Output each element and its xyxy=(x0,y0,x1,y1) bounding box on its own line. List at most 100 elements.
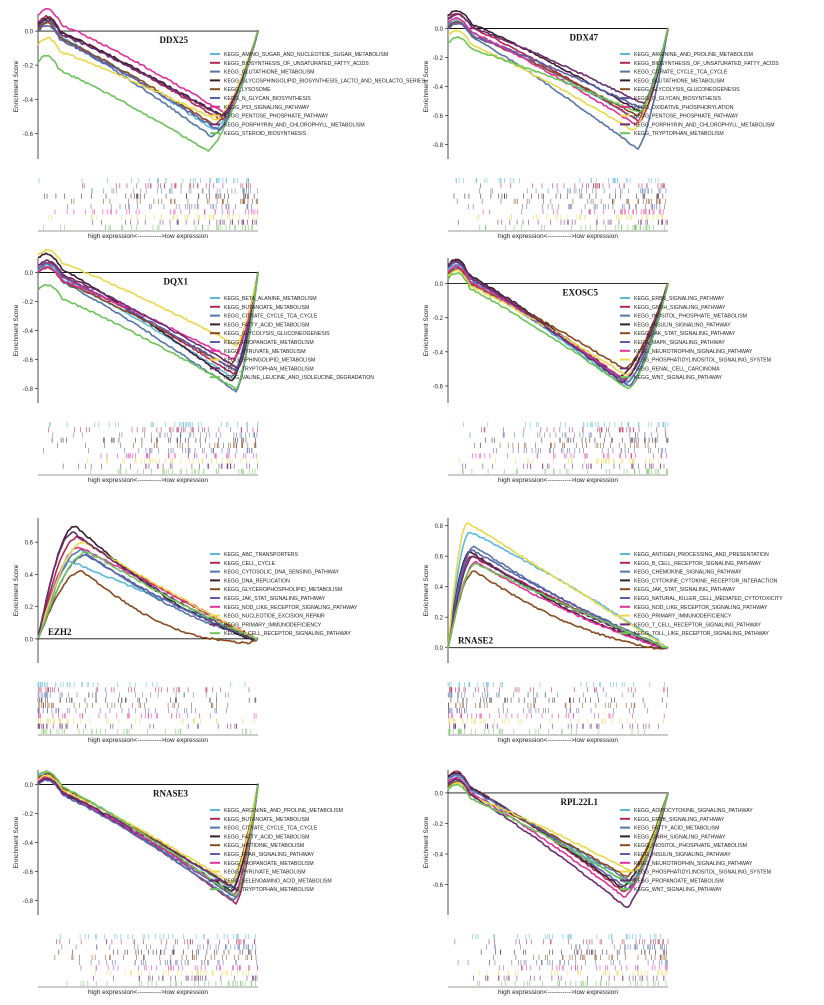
y-tick-label: 0.6 xyxy=(435,555,444,561)
legend-label: KEGG_FATTY_ACID_METABOLISM xyxy=(634,826,719,832)
es-curve xyxy=(37,18,259,118)
y-axis-label: Enrichment Score xyxy=(13,60,20,112)
legend-label: KEGG_BETA_ALANINE_METABOLISM xyxy=(224,296,317,302)
y-axis-label: Enrichment Score xyxy=(423,564,430,616)
y-tick-label: -0.6 xyxy=(433,384,444,390)
legend-label: KEGG_GLYCOSPHINGOLIPID_BIOSYNTHESIS_LACT… xyxy=(224,78,425,84)
y-axis-label: Enrichment Score xyxy=(423,816,430,868)
legend-label: KEGG_JAK_STAT_SIGNALING_PATHWAY xyxy=(634,331,736,337)
y-tick-label: -0.2 xyxy=(23,812,34,818)
x-axis-label: high expression<----------->low expressi… xyxy=(498,989,618,996)
y-tick-label: -0.4 xyxy=(433,85,444,91)
legend-label: KEGG_HISTIDINE_METABOLISM xyxy=(224,843,304,849)
legend-label: KEGG_TRYPTOPHAN_METABOLISM xyxy=(224,887,314,893)
legend-label: KEGG_OXIDATIVE_PHOSPHORYLATION xyxy=(634,105,734,111)
es-curve xyxy=(447,10,669,114)
es-curve xyxy=(37,541,259,641)
legend-label: KEGG_ARGININE_AND_PROLINE_METABOLISM xyxy=(634,52,753,58)
y-tick-label: -0.4 xyxy=(23,841,34,847)
y-tick-label: 0.8 xyxy=(435,524,444,530)
legend-label: KEGG_PHOSPHATIDYLINOSITOL_SIGNALING_SYST… xyxy=(634,358,771,364)
es-curve xyxy=(447,28,669,113)
panel-dqx1: 0.0 -0.2 -0.4 -0.6 -0.8 Enrichment Score DQX1 K… xyxy=(13,248,374,484)
y-tick-label: -0.2 xyxy=(433,822,444,828)
gene-label: RPL22L1 xyxy=(560,797,598,807)
es-curve xyxy=(37,553,259,640)
y-tick-label: 0.4 xyxy=(435,585,444,591)
es-curve xyxy=(447,27,669,131)
legend-label: KEGG_PROPANOATE_METABOLISM xyxy=(634,878,724,884)
legend-label: KEGG_SELENOAMINO_ACID_METABOLISM xyxy=(224,878,332,884)
legend-label: KEGG_JAK_STAT_SIGNALING_PATHWAY xyxy=(634,587,736,593)
legend-label: KEGG_AMINO_SUGAR_AND_NUCLEOTIDE_SUGAR_ME… xyxy=(224,52,388,58)
legend-label: KEGG_PENTOSE_PHOSPHATE_PATHWAY xyxy=(224,114,329,120)
legend-label: KEGG_BUTANOATE_METABOLISM xyxy=(224,817,309,823)
es-curve xyxy=(447,783,669,886)
legend-label: KEGG_CITRATE_CYCLE_TCA_CYCLE xyxy=(224,314,318,320)
legend-label: KEGG_GLYCOLYSIS_GLUCONEOGENESIS xyxy=(634,87,740,93)
panel-rnase2: 0.0 0.2 0.4 0.6 0.8 Enrichment Score RNASE2 KEG… xyxy=(423,518,783,744)
legend-label: KEGG_PROPANOATE_METABOLISM xyxy=(224,861,314,867)
es-curve xyxy=(37,30,259,152)
es-curve xyxy=(447,781,669,873)
legend-label: KEGG_T_CELL_RECEPTOR_SIGNALING_PATHWAY xyxy=(224,631,351,637)
es-curve xyxy=(37,525,259,641)
legend-label: KEGG_BUTANOATE_METABOLISM xyxy=(224,305,309,311)
y-tick-label: -0.2 xyxy=(23,64,34,70)
legend-label: KEGG_INSULIN_SIGNALING_PATHWAY xyxy=(634,852,731,858)
gene-label: EXOSC5 xyxy=(562,288,598,298)
y-tick-label: -0.6 xyxy=(23,870,34,876)
panel-rpl22l1: 0.0 -0.2 -0.4 -0.6 Enrichment Score RPL22L1 KE… xyxy=(423,770,771,996)
y-tick-label: 0.6 xyxy=(25,541,34,547)
legend-label: KEGG_GLYCEROPHOSPHOLIPID_METABOLISM xyxy=(224,587,342,593)
legend-label: KEGG_PYRUVATE_METABOLISM xyxy=(224,870,306,876)
es-curve xyxy=(37,548,259,641)
legend-label: KEGG_CHEMOKINE_SIGNALING_PATHWAY xyxy=(634,570,742,576)
legend-label: KEGG_GLUTATHIONE_METABOLISM xyxy=(224,70,315,76)
legend-label: KEGG_PHOSPHATIDYLINOSITOL_SIGNALING_SYST… xyxy=(634,870,771,876)
legend-label: KEGG_PRIMARY_IMMUNODEFICIENCY xyxy=(634,614,732,620)
x-axis-label: high expression<----------->low expressi… xyxy=(88,477,208,484)
legend-label: KEGG_BIOSYNTHESIS_OF_UNSATURATED_FATTY_A… xyxy=(634,61,779,67)
legend-label: KEGG_INOSITOL_PHOSPHATE_METABOLISM xyxy=(634,843,747,849)
y-tick-label: 0.0 xyxy=(435,646,444,652)
legend-label: KEGG_PENTOSE_PHOSPHATE_PATHWAY xyxy=(634,114,739,120)
y-tick-label: 0.0 xyxy=(25,271,34,277)
legend-label: KEGG_CYTOSOLIC_DNA_SENSING_PATHWAY xyxy=(224,570,340,576)
y-axis-label: Enrichment Score xyxy=(423,60,430,112)
legend-label: KEGG_RENAL_CELL_CARCINOMA xyxy=(634,366,720,372)
es-curve xyxy=(447,21,669,150)
es-curve xyxy=(447,272,669,390)
y-tick-label: 0.0 xyxy=(25,783,34,789)
y-tick-label: -0.8 xyxy=(433,143,444,149)
es-curve xyxy=(447,773,669,891)
x-axis-label: high expression<----------->low expressi… xyxy=(498,737,618,744)
es-curve xyxy=(447,562,669,649)
y-tick-label: -0.4 xyxy=(433,350,444,356)
y-tick-label: 0.4 xyxy=(25,573,34,579)
es-curve xyxy=(37,262,259,373)
gene-label: DDX25 xyxy=(160,35,189,45)
legend-label: KEGG_B_CELL_RECEPTOR_SIGNALING_PATHWAY xyxy=(634,561,762,567)
legend-label: KEGG_NATURAL_KILLER_CELL_MEDIATED_CYTOTO… xyxy=(634,596,783,602)
legend-label: KEGG_FATTY_ACID_METABOLISM xyxy=(224,834,309,840)
legend-label: KEGG_NOD_LIKE_RECEPTOR_SIGNALING_PATHWAY xyxy=(224,605,358,611)
y-axis-label: Enrichment Score xyxy=(423,304,430,356)
legend-label: KEGG_ANTIGEN_PROCESSING_AND_PRESENTATION xyxy=(634,552,769,558)
es-curve xyxy=(447,267,669,370)
es-curve xyxy=(447,22,669,109)
legend-label: KEGG_ERBB_SIGNALING_PATHWAY xyxy=(634,817,725,823)
gene-label: DDX47 xyxy=(570,33,599,43)
y-axis-label: Enrichment Score xyxy=(13,564,20,616)
y-tick-label: 0.2 xyxy=(435,616,444,622)
legend-label: KEGG_ERBB_SIGNALING_PATHWAY xyxy=(634,296,725,302)
legend-label: KEGG_TRYPTOPHAN_METABOLISM xyxy=(634,131,724,137)
legend-label: KEGG_PPAR_SIGNALING_PATHWAY xyxy=(224,852,314,858)
x-axis-label: high expression<----------->low expressi… xyxy=(88,737,208,744)
es-curve xyxy=(447,12,669,123)
y-axis-label: Enrichment Score xyxy=(13,304,20,356)
gene-label: EZH2 xyxy=(48,627,72,637)
legend-label: KEGG_LYSOSOME xyxy=(224,87,271,93)
